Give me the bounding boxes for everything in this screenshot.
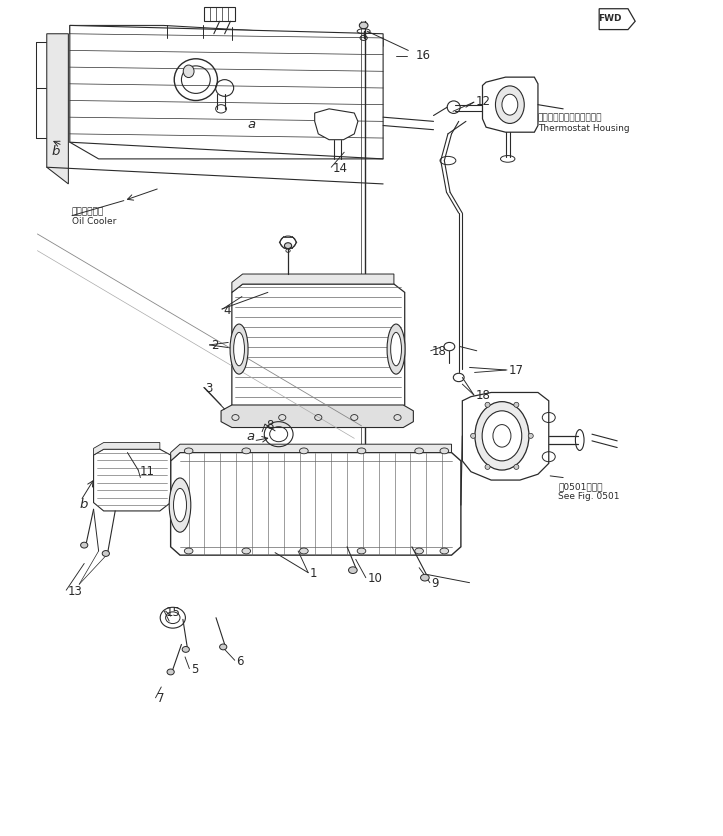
Text: FWD: FWD	[598, 14, 622, 23]
Ellipse shape	[174, 489, 187, 522]
Text: a: a	[248, 118, 256, 131]
Text: 10: 10	[367, 572, 382, 584]
Ellipse shape	[529, 434, 534, 439]
Ellipse shape	[471, 434, 476, 439]
Text: 13: 13	[68, 584, 82, 597]
Text: b: b	[80, 497, 87, 510]
Ellipse shape	[514, 465, 519, 470]
Text: Oil Cooler: Oil Cooler	[72, 217, 116, 226]
Ellipse shape	[242, 548, 251, 554]
Ellipse shape	[485, 403, 490, 408]
Text: 18: 18	[475, 389, 490, 402]
Ellipse shape	[415, 548, 424, 554]
Ellipse shape	[495, 87, 524, 125]
Ellipse shape	[242, 448, 251, 454]
Ellipse shape	[514, 403, 519, 408]
Polygon shape	[70, 27, 383, 160]
Text: See Fig. 0501: See Fig. 0501	[558, 492, 620, 501]
Text: 18: 18	[432, 344, 447, 358]
Ellipse shape	[357, 548, 366, 554]
Ellipse shape	[387, 324, 405, 375]
Polygon shape	[171, 445, 452, 461]
Ellipse shape	[183, 66, 194, 79]
Ellipse shape	[440, 448, 449, 454]
Ellipse shape	[80, 543, 87, 548]
Text: 3: 3	[205, 381, 213, 395]
Text: 11: 11	[140, 464, 155, 477]
Polygon shape	[462, 393, 549, 481]
Polygon shape	[93, 450, 171, 512]
Ellipse shape	[284, 243, 291, 249]
Text: 12: 12	[475, 94, 490, 108]
Text: 14: 14	[333, 161, 348, 175]
Polygon shape	[232, 285, 405, 414]
Text: 6: 6	[236, 654, 244, 667]
Text: 1: 1	[309, 567, 317, 579]
Polygon shape	[482, 78, 538, 133]
Text: b: b	[52, 145, 60, 158]
Ellipse shape	[230, 324, 248, 375]
Ellipse shape	[167, 669, 174, 675]
Ellipse shape	[348, 567, 357, 573]
Ellipse shape	[234, 333, 244, 366]
Text: a: a	[247, 429, 254, 442]
Polygon shape	[171, 453, 461, 555]
Text: Thermostat Housing: Thermostat Housing	[538, 124, 630, 133]
Text: 8: 8	[267, 418, 274, 431]
Ellipse shape	[357, 448, 366, 454]
Ellipse shape	[220, 645, 227, 650]
Ellipse shape	[440, 548, 449, 554]
Polygon shape	[47, 35, 69, 185]
Ellipse shape	[485, 465, 490, 470]
Polygon shape	[221, 405, 414, 428]
Text: 5: 5	[191, 662, 198, 675]
Text: 2: 2	[211, 339, 218, 352]
Polygon shape	[70, 27, 383, 47]
Ellipse shape	[502, 95, 518, 116]
Text: 4: 4	[223, 303, 231, 316]
Ellipse shape	[299, 548, 308, 554]
Text: 第0501図参照: 第0501図参照	[558, 482, 603, 491]
Ellipse shape	[299, 448, 308, 454]
Polygon shape	[232, 275, 394, 293]
Text: 16: 16	[416, 49, 430, 62]
Ellipse shape	[475, 402, 529, 471]
Ellipse shape	[421, 574, 429, 581]
Text: 9: 9	[432, 577, 439, 589]
Ellipse shape	[184, 548, 193, 554]
Text: サーモスタットハウジング: サーモスタットハウジング	[538, 114, 602, 123]
Polygon shape	[205, 8, 236, 23]
Ellipse shape	[102, 551, 109, 557]
Text: 17: 17	[508, 364, 523, 377]
Text: オイルクーラ: オイルクーラ	[72, 206, 104, 216]
Ellipse shape	[359, 23, 368, 30]
Polygon shape	[93, 443, 160, 456]
Ellipse shape	[482, 411, 522, 461]
Text: 7: 7	[157, 691, 164, 705]
Ellipse shape	[169, 478, 191, 533]
Ellipse shape	[390, 333, 401, 366]
Ellipse shape	[415, 448, 424, 454]
Polygon shape	[315, 110, 358, 140]
Ellipse shape	[184, 448, 193, 454]
Ellipse shape	[182, 647, 189, 653]
Text: 15: 15	[166, 604, 181, 618]
Polygon shape	[599, 10, 636, 31]
